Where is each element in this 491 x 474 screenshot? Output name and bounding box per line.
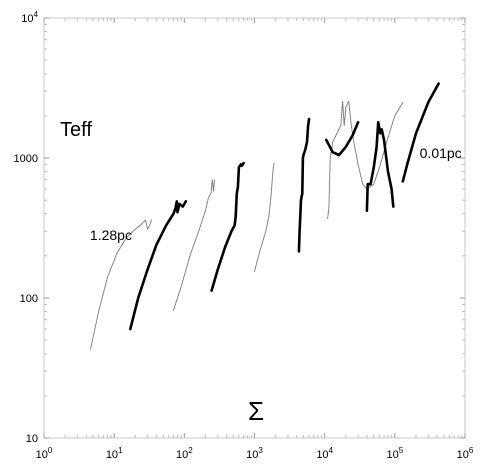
x-tick-label: 101	[106, 446, 123, 461]
series-layer	[90, 82, 440, 350]
series-line-thick	[401, 82, 440, 183]
series-line-thin	[254, 162, 275, 272]
series-line-thick	[324, 121, 360, 157]
series-line-thick	[129, 200, 188, 331]
x-tick-label: 102	[176, 446, 193, 461]
y-tick-label: 100	[20, 293, 38, 305]
y-tick-label: 10	[26, 433, 38, 445]
x-tick-label: 104	[316, 446, 333, 461]
series-line-thin	[327, 100, 404, 219]
series-line-thick	[297, 117, 311, 253]
series-line-thick	[365, 121, 395, 212]
annotations: 1.28pc 0.01pc	[90, 145, 462, 243]
x-tick-label: 105	[386, 446, 403, 461]
series-line-thin	[173, 179, 216, 311]
x-axis-ticks: 100 101 102 103 104 105 106	[36, 18, 474, 461]
y-axis-ticks: 10 100 1000 104	[14, 10, 465, 445]
x-tick-label: 103	[246, 446, 263, 461]
series-line-thick	[210, 161, 245, 292]
y-tick-label: 104	[21, 10, 38, 25]
x-tick-label: 106	[457, 446, 474, 461]
series-line-thin	[90, 219, 152, 350]
curve-annotation: 1.28pc	[90, 227, 132, 243]
y-axis-label: Teff	[60, 119, 92, 141]
x-tick-label: 100	[36, 446, 53, 461]
curve-annotation: 0.01pc	[420, 145, 462, 161]
y-tick-label: 1000	[14, 153, 38, 165]
x-axis-label: Σ	[248, 396, 264, 426]
